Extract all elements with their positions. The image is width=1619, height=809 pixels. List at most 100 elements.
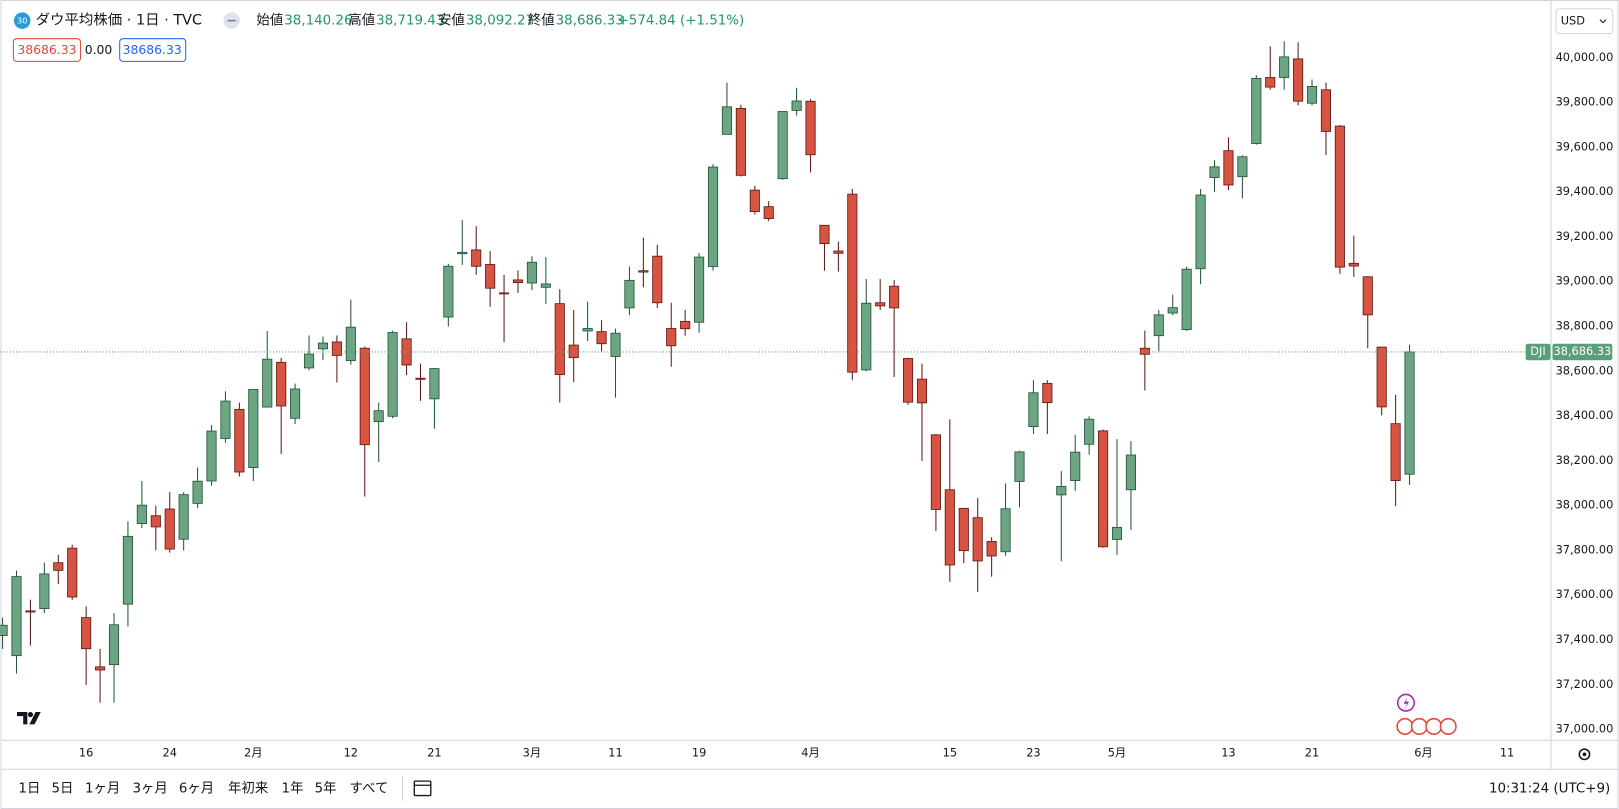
candle-body <box>1056 485 1067 496</box>
candle-body <box>317 342 329 350</box>
candle-body <box>67 547 78 598</box>
candle-body <box>1390 423 1401 481</box>
candle-body <box>610 332 621 357</box>
candle-body <box>81 617 92 650</box>
y-tick-label: 39,800.00 <box>1556 95 1614 109</box>
x-tick-label: 16 <box>79 745 93 759</box>
candle-body <box>39 573 50 610</box>
candle-body <box>944 489 955 566</box>
ohlc-value: 38,140.26 <box>284 14 352 29</box>
candle-body <box>791 100 802 111</box>
candle-body <box>471 249 482 267</box>
candle-body <box>1376 346 1387 408</box>
range-button[interactable]: 5日 <box>51 781 73 796</box>
candle-body <box>512 279 524 284</box>
flag-icon[interactable] <box>1439 717 1457 735</box>
candle-body <box>1000 508 1011 553</box>
candle-body <box>972 517 983 562</box>
candle-body <box>192 480 203 504</box>
symbol-icon[interactable] <box>13 12 31 29</box>
x-tick-label: 2月 <box>244 745 263 759</box>
input-box[interactable] <box>119 38 187 62</box>
input-value: 38686.33 <box>17 43 76 57</box>
candle-body <box>206 430 217 482</box>
ohlc-value: 38,092.27 <box>466 14 534 29</box>
candle-body <box>1306 86 1318 104</box>
symbol-title[interactable]: ダウ平均株価 · 1日 · TVC <box>36 12 203 29</box>
range-button[interactable]: 3ヶ月 <box>132 781 167 796</box>
flag-icon[interactable] <box>1425 717 1443 735</box>
candle-body <box>1320 89 1332 132</box>
x-tick-label: 12 <box>344 745 358 759</box>
candle-body <box>136 504 147 524</box>
candle-body <box>1223 150 1234 186</box>
candle-body <box>122 535 133 605</box>
candle-body <box>1111 526 1123 540</box>
candle-body <box>763 206 774 219</box>
candle-body <box>582 328 593 332</box>
candle-body <box>485 264 496 289</box>
candle-body <box>596 331 607 345</box>
flag-icon[interactable] <box>1410 717 1428 735</box>
range-button[interactable]: 1日 <box>18 781 40 796</box>
date-range-button[interactable] <box>413 780 432 797</box>
y-tick-label: 38,600.00 <box>1556 363 1614 377</box>
candle-body <box>624 279 635 309</box>
candle-body <box>1237 156 1248 178</box>
x-tick-label: 11 <box>1500 745 1514 759</box>
clock[interactable]: 10:31:24 (UTC+9) <box>1489 781 1610 796</box>
candle-body <box>387 332 398 417</box>
candle-body <box>875 302 886 307</box>
candle-body <box>805 100 816 156</box>
candle-body <box>95 666 106 671</box>
x-tick-label: 24 <box>163 745 177 759</box>
candle-body <box>429 368 440 400</box>
candle-body <box>1209 166 1220 178</box>
flag-icons[interactable] <box>1396 717 1457 735</box>
candle-body <box>415 377 426 380</box>
y-tick-label: 39,600.00 <box>1556 139 1614 153</box>
y-tick-label: 40,000.00 <box>1556 50 1614 64</box>
candle-body <box>680 320 691 330</box>
input-value: 0.00 <box>85 43 113 57</box>
candle-body <box>262 358 273 408</box>
range-button[interactable]: 1ヶ月 <box>85 781 120 796</box>
candle-body <box>303 353 315 369</box>
symbol-tag <box>1525 343 1551 361</box>
x-tick-label: 21 <box>427 745 441 759</box>
event-icon-glyph <box>1403 697 1410 709</box>
candle-body <box>847 193 858 373</box>
candle-body <box>53 562 64 571</box>
candle-body <box>1153 314 1164 337</box>
range-button[interactable]: 1年 <box>282 780 304 796</box>
flag-icon[interactable] <box>1396 717 1414 735</box>
range-button[interactable]: 6ヶ月 <box>179 781 214 796</box>
candle-body <box>178 494 189 540</box>
candle-body <box>457 251 468 255</box>
ohlc-label: 終値 <box>528 13 555 29</box>
range-button[interactable]: 年初来 <box>228 780 268 796</box>
candle-body <box>1251 77 1262 144</box>
candle-body <box>234 408 245 473</box>
candle-body <box>345 326 356 361</box>
logo[interactable] <box>17 712 41 725</box>
candle-body <box>108 624 120 666</box>
x-tick-label: 5月 <box>1108 745 1127 759</box>
y-tick-label: 37,400.00 <box>1556 632 1614 646</box>
candle-body <box>1348 262 1359 267</box>
range-button[interactable]: すべて <box>350 780 389 796</box>
settings-icon[interactable] <box>1578 748 1591 761</box>
candle-body <box>721 106 733 135</box>
candle-body <box>930 434 941 510</box>
candle-body <box>1265 77 1276 88</box>
candle-body <box>499 292 510 295</box>
input-box[interactable] <box>12 38 81 62</box>
candle-body <box>666 328 677 347</box>
range-button[interactable]: 5年 <box>315 780 337 796</box>
candle-body <box>1070 451 1081 481</box>
candle-body <box>735 107 746 176</box>
currency-button[interactable] <box>1555 8 1614 35</box>
candle-body <box>290 388 301 419</box>
